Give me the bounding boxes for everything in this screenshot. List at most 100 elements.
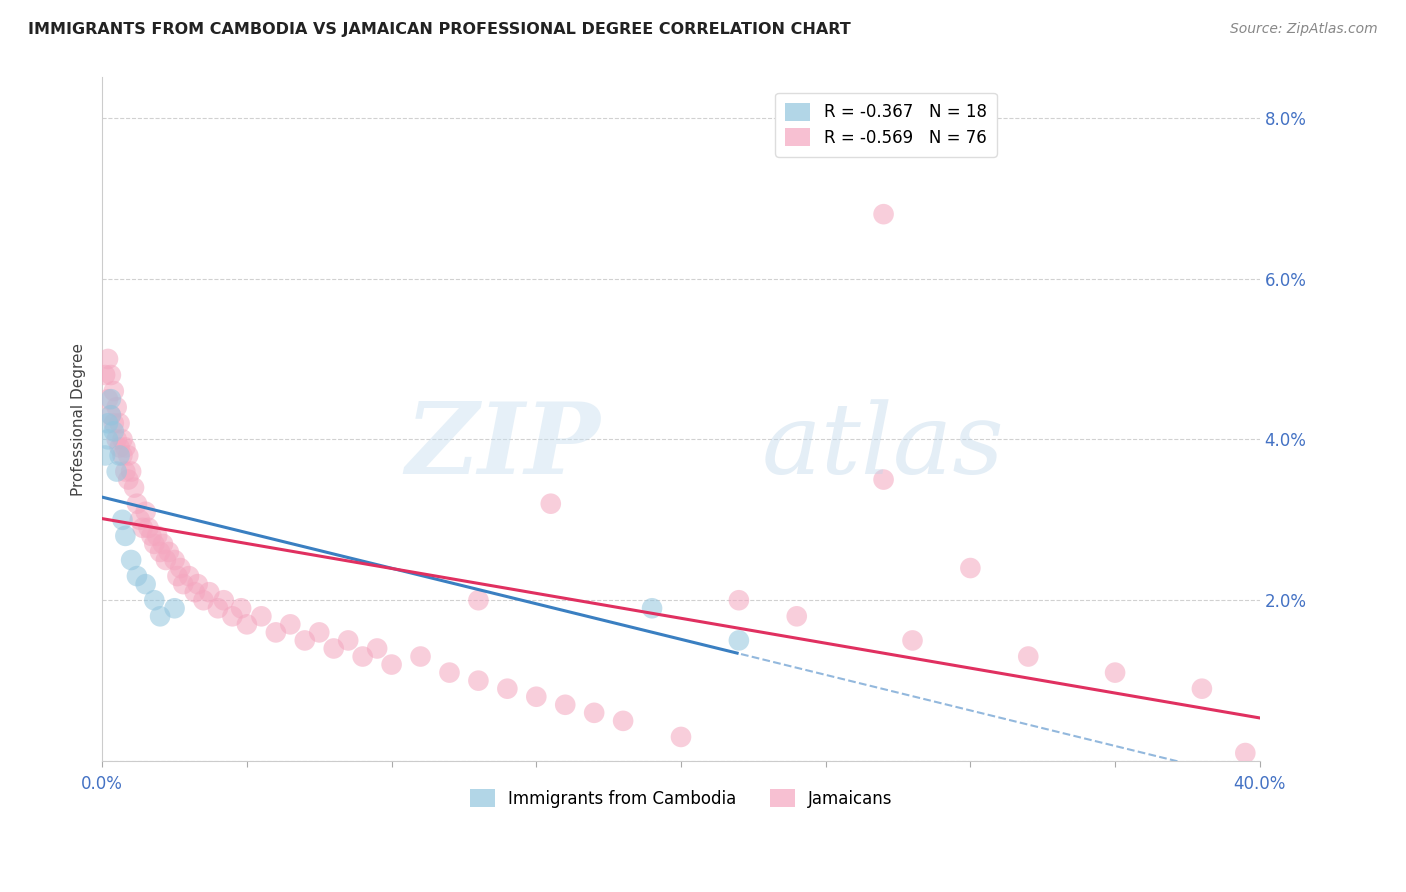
Point [872,207,894,221]
Point [111,433,134,447]
Point [122,481,145,495]
Point [103,384,125,398]
Point [97,351,120,366]
Point [105,465,128,479]
Point [236,617,259,632]
Point [409,649,432,664]
Point [221,609,243,624]
Point [132,521,155,535]
Text: ZIP: ZIP [405,399,600,495]
Point [125,497,148,511]
Point [157,545,180,559]
Point [149,545,172,559]
Text: atlas: atlas [762,399,1005,494]
Text: IMMIGRANTS FROM CAMBODIA VS JAMAICAN PROFESSIONAL DEGREE CORRELATION CHART: IMMIGRANTS FROM CAMBODIA VS JAMAICAN PRO… [28,22,851,37]
Point [641,601,664,615]
Point [439,665,461,680]
Point [540,497,562,511]
Point [155,553,177,567]
Point [366,641,388,656]
Point [308,625,330,640]
Point [207,601,229,615]
Point [278,617,301,632]
Point [294,633,316,648]
Point [103,425,125,439]
Point [583,706,606,720]
Point [1191,681,1213,696]
Point [138,521,160,535]
Point [172,577,194,591]
Point [264,625,287,640]
Point [114,465,136,479]
Point [105,433,128,447]
Point [94,449,117,463]
Point [120,553,142,567]
Point [554,698,576,712]
Point [669,730,692,744]
Point [166,569,188,583]
Point [467,593,489,607]
Point [108,449,131,463]
Point [120,465,142,479]
Point [612,714,634,728]
Point [111,449,134,463]
Point [108,441,131,455]
Point [193,593,215,607]
Point [117,449,139,463]
Point [100,409,122,423]
Point [149,609,172,624]
Point [1017,649,1039,664]
Point [103,417,125,431]
Point [135,577,157,591]
Point [97,433,120,447]
Point [959,561,981,575]
Point [496,681,519,696]
Point [381,657,404,672]
Point [114,529,136,543]
Point [100,409,122,423]
Point [125,569,148,583]
Point [100,368,122,382]
Legend: Immigrants from Cambodia, Jamaicans: Immigrants from Cambodia, Jamaicans [463,782,898,814]
Point [94,368,117,382]
Point [212,593,235,607]
Point [187,577,209,591]
Point [467,673,489,688]
Y-axis label: Professional Degree: Professional Degree [72,343,86,496]
Point [163,601,186,615]
Point [184,585,207,599]
Point [135,505,157,519]
Point [728,633,751,648]
Point [117,473,139,487]
Point [97,417,120,431]
Point [169,561,191,575]
Point [111,513,134,527]
Point [114,441,136,455]
Point [728,593,751,607]
Point [198,585,221,599]
Point [872,473,894,487]
Point [143,537,166,551]
Point [146,529,169,543]
Point [108,417,131,431]
Point [97,392,120,406]
Point [229,601,252,615]
Point [322,641,344,656]
Point [152,537,174,551]
Point [177,569,200,583]
Point [1104,665,1126,680]
Point [141,529,163,543]
Point [786,609,808,624]
Point [100,392,122,406]
Point [128,513,150,527]
Point [337,633,360,648]
Point [1234,746,1257,760]
Point [250,609,273,624]
Point [143,593,166,607]
Text: Source: ZipAtlas.com: Source: ZipAtlas.com [1230,22,1378,37]
Point [901,633,924,648]
Point [105,400,128,414]
Point [352,649,374,664]
Point [163,553,186,567]
Point [524,690,547,704]
